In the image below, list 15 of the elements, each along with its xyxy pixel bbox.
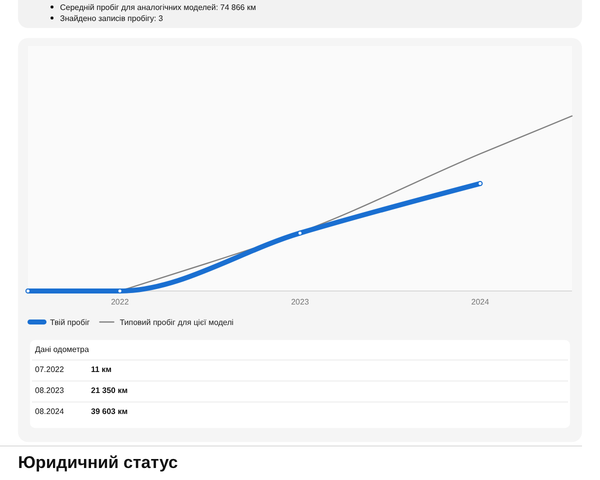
text: 39 603 км [91, 407, 128, 416]
text: 08.2024 [35, 407, 64, 416]
x-tick-label: 2022 [110, 297, 130, 306]
legend-label: Твій пробіг [50, 318, 90, 327]
text: Юридичний статус [18, 453, 178, 472]
text: Середній пробіг для аналогічних моделей: 74 866 км [60, 3, 256, 12]
text: 08.2023 [35, 386, 64, 395]
text: Знайдено записів пробігу: 3 [60, 14, 164, 23]
text: 11 км [91, 365, 112, 374]
text: 21 350 км [91, 386, 128, 395]
x-tick-label: 2023 [291, 297, 310, 306]
x-tick-label: 2024 [471, 297, 490, 306]
text: Дані одометра [35, 345, 90, 354]
text: 07.2022 [35, 365, 64, 374]
legend-label: Типовий пробіг для цієї моделі [120, 318, 234, 327]
